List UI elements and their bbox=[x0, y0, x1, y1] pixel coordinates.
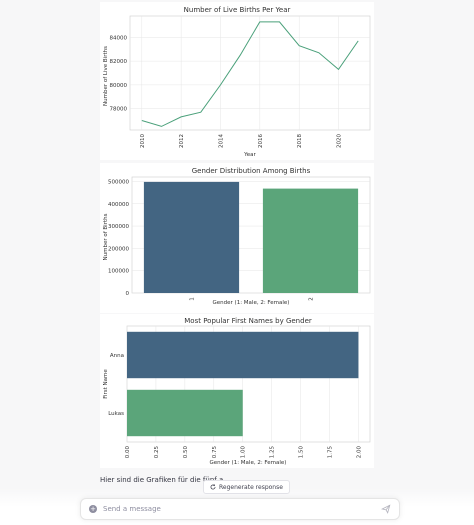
x-tick-label: 1.00 bbox=[241, 446, 247, 459]
x-axis-label: Year bbox=[243, 152, 256, 158]
assistant-response-text: Hier sind die Grafiken für die fünf a bbox=[100, 476, 224, 484]
popular-names-svg: Most Popular First Names by Gender Gende… bbox=[103, 317, 371, 466]
chart-title: Most Popular First Names by Gender bbox=[184, 317, 312, 325]
send-icon[interactable] bbox=[381, 504, 391, 514]
y-tick-label: 500000 bbox=[108, 179, 129, 185]
x-tick-label: 2020 bbox=[337, 134, 343, 148]
y-tick-label: 100000 bbox=[108, 269, 129, 275]
births-per-year-svg: Number of Live Births Per Year Year Numb… bbox=[103, 6, 371, 158]
y-axis-label: Number of Live Births bbox=[103, 46, 109, 106]
popular-names-chart: Most Popular First Names by Gender Gende… bbox=[100, 314, 374, 468]
y-axis-label: First Name bbox=[103, 369, 109, 399]
x-tick-label: 0.50 bbox=[183, 446, 189, 459]
bar-1 bbox=[143, 181, 240, 293]
bar-lukas bbox=[127, 389, 243, 437]
x-tick-label: 2 bbox=[309, 297, 315, 301]
y-tick-label: 82000 bbox=[110, 59, 128, 65]
x-tick-label: 1 bbox=[190, 297, 196, 301]
plus-icon[interactable]: + bbox=[89, 505, 97, 513]
bar-2 bbox=[262, 188, 359, 293]
x-tick-label: 1.50 bbox=[299, 446, 305, 459]
x-tick-label: 2016 bbox=[258, 134, 264, 148]
y-tick-label: 200000 bbox=[108, 246, 129, 252]
x-tick-label: 0.75 bbox=[212, 446, 218, 459]
x-axis-label: Gender (1: Male, 2: Female) bbox=[213, 300, 290, 306]
y-tick-label: 0 bbox=[126, 291, 130, 297]
y-tick-label: Anna bbox=[110, 353, 124, 359]
x-tick-label: 2012 bbox=[179, 134, 185, 148]
chart-title: Number of Live Births Per Year bbox=[184, 6, 291, 14]
y-tick-label: 300000 bbox=[108, 224, 129, 230]
x-axis-label: Gender (1: Male, 2: Female) bbox=[210, 460, 287, 466]
x-tick-label: 2018 bbox=[297, 134, 303, 148]
refresh-icon bbox=[210, 484, 216, 490]
y-tick-label: 78000 bbox=[110, 107, 128, 113]
x-tick-label: 1.25 bbox=[270, 446, 276, 459]
x-tick-label: 2014 bbox=[218, 134, 224, 148]
plot-frame bbox=[129, 15, 371, 131]
y-axis-label: Number of Births bbox=[103, 213, 109, 260]
births-series-line bbox=[141, 21, 359, 127]
births-per-year-chart: Number of Live Births Per Year Year Numb… bbox=[100, 2, 374, 160]
gender-distribution-svg: Gender Distribution Among Births Gender … bbox=[103, 167, 371, 306]
regenerate-label: Regenerate response bbox=[219, 483, 283, 491]
x-tick-label: 0.00 bbox=[125, 446, 131, 459]
message-composer: + bbox=[80, 498, 400, 520]
y-tick-label: Lukas bbox=[108, 411, 124, 417]
bar-anna bbox=[127, 331, 359, 379]
y-tick-label: 400000 bbox=[108, 202, 129, 208]
x-tick-label: 1.75 bbox=[328, 446, 334, 459]
y-tick-label: 84000 bbox=[110, 35, 128, 41]
chart-title: Gender Distribution Among Births bbox=[192, 167, 311, 175]
x-tick-label: 2010 bbox=[140, 134, 146, 148]
x-tick-label: 2.00 bbox=[356, 446, 362, 459]
message-input[interactable] bbox=[103, 505, 381, 513]
gender-distribution-chart: Gender Distribution Among Births Gender … bbox=[100, 163, 374, 313]
y-tick-label: 80000 bbox=[110, 83, 128, 89]
regenerate-response-button[interactable]: Regenerate response bbox=[203, 480, 290, 494]
x-tick-label: 0.25 bbox=[154, 446, 160, 459]
